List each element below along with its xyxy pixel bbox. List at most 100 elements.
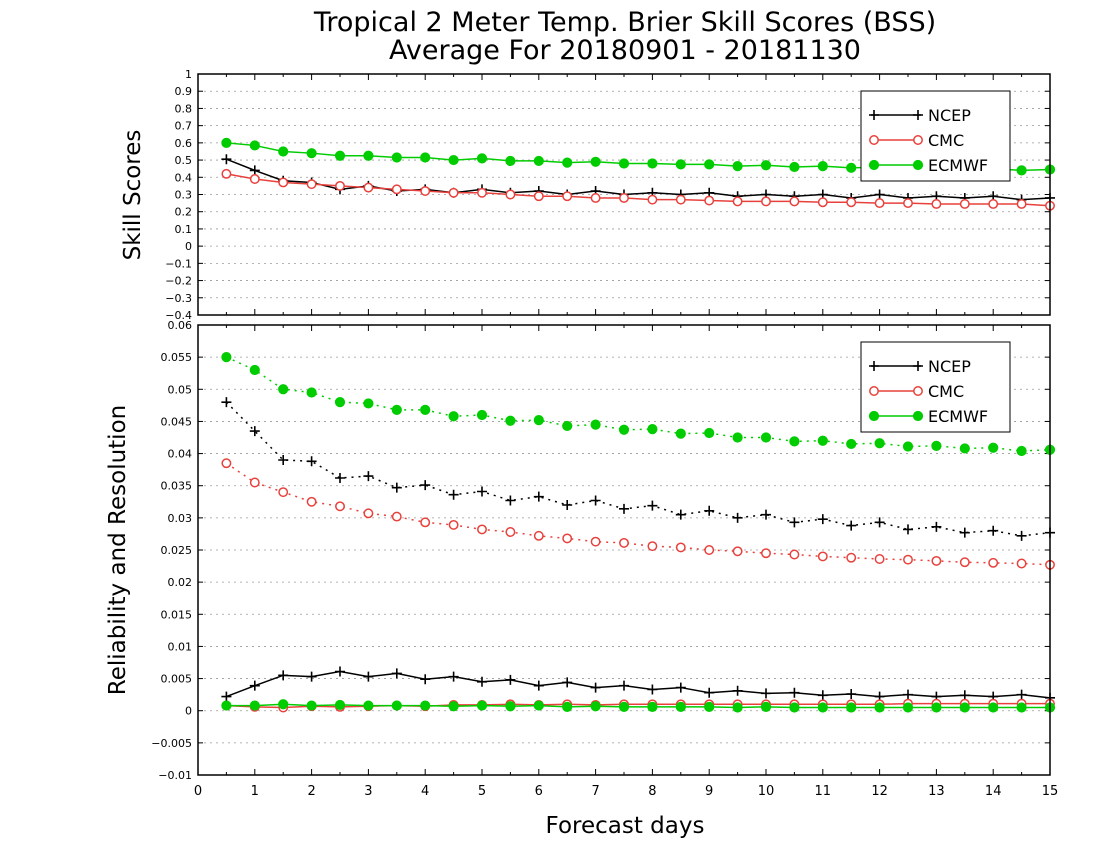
series-ncep-reliability	[221, 666, 1055, 703]
data-point	[732, 685, 743, 696]
legend-label: NCEP	[928, 357, 971, 376]
y-tick-label: 0.02	[168, 576, 193, 589]
data-point	[391, 511, 402, 522]
data-point	[420, 700, 431, 711]
y-tick-label: 0.01	[168, 640, 193, 653]
x-tick-label: 1	[251, 784, 259, 799]
data-point	[732, 702, 743, 713]
data-point	[420, 517, 431, 528]
x-tick-label: 15	[1042, 784, 1059, 799]
legend-marker	[868, 410, 880, 422]
y-tick-label: 0.06	[168, 319, 193, 332]
data-point	[675, 159, 686, 170]
data-point	[647, 701, 658, 712]
data-point	[874, 554, 885, 564]
data-point	[1016, 530, 1027, 541]
data-point	[363, 150, 374, 161]
data-point	[590, 682, 601, 693]
data-point	[391, 404, 402, 415]
data-point	[590, 192, 601, 203]
data-point	[874, 189, 885, 200]
data-point	[988, 557, 999, 568]
plot-frame	[197, 73, 1051, 316]
data-point	[1016, 702, 1027, 713]
data-point	[306, 671, 317, 682]
data-point	[391, 482, 402, 493]
data-point	[448, 519, 459, 530]
legend-marker	[913, 361, 923, 371]
data-point	[363, 398, 374, 409]
y-tick-label: 0.1	[175, 223, 193, 236]
y-tick-label: 0.3	[175, 189, 193, 202]
x-tick-label: 5	[478, 784, 486, 799]
y-tick-label: 0	[185, 240, 192, 253]
data-point	[903, 554, 913, 565]
panel2-ylabel: Reliability and Resolution	[105, 405, 131, 695]
data-point	[988, 442, 999, 453]
data-point	[874, 702, 885, 713]
data-point	[902, 441, 914, 452]
data-point	[760, 432, 772, 443]
data-point	[959, 443, 970, 454]
data-point	[931, 521, 942, 532]
data-point	[761, 196, 771, 207]
data-point	[448, 489, 459, 500]
data-point	[363, 471, 374, 482]
data-point	[760, 701, 772, 712]
data-point	[505, 701, 516, 712]
data-point	[789, 517, 800, 528]
data-point	[732, 512, 743, 523]
data-point	[619, 503, 629, 514]
data-point	[505, 495, 516, 506]
x-tick-label: 9	[705, 784, 713, 799]
y-tick-label: 0.9	[175, 85, 193, 98]
data-point	[249, 364, 260, 376]
data-point	[675, 509, 686, 520]
data-point	[249, 426, 260, 437]
data-point	[704, 505, 715, 516]
chart-title: Tropical 2 Meter Temp. Brier Skill Score…	[313, 7, 936, 38]
data-point	[420, 480, 431, 491]
data-point	[278, 670, 289, 681]
data-point	[249, 165, 260, 176]
legend-marker	[913, 110, 923, 120]
legend-marker	[913, 135, 923, 145]
data-point	[931, 440, 942, 451]
x-tick-label: 4	[421, 784, 429, 799]
data-point	[562, 420, 573, 432]
data-point	[249, 140, 260, 151]
data-point	[846, 552, 857, 563]
data-point	[1016, 558, 1027, 569]
y-tick-label: 0.6	[175, 137, 193, 150]
data-point	[817, 435, 828, 446]
data-point	[448, 671, 459, 682]
legend-marker	[913, 386, 923, 396]
series-ecmwf-reliability	[221, 699, 1056, 713]
data-point	[590, 419, 601, 430]
data-point	[931, 702, 942, 713]
y-tick-label: 0.2	[175, 206, 193, 219]
data-point	[477, 676, 487, 687]
data-point	[732, 432, 743, 443]
legend-marker	[869, 361, 879, 371]
data-point	[903, 689, 913, 700]
data-point	[334, 150, 346, 161]
data-point	[618, 424, 630, 435]
data-point	[221, 691, 232, 702]
y-tick-label: 0.05	[168, 383, 193, 396]
legend-label: ECMWF	[928, 156, 988, 175]
data-point	[647, 541, 658, 552]
data-point	[420, 186, 431, 197]
x-tick-label: 12	[871, 784, 888, 799]
data-point	[363, 700, 374, 711]
data-point	[704, 687, 715, 698]
data-point	[505, 415, 516, 426]
data-point	[590, 495, 601, 506]
data-point	[363, 182, 374, 193]
data-point	[448, 701, 459, 712]
data-point	[761, 688, 771, 699]
data-point	[817, 197, 828, 208]
y-tick-label: 0.015	[161, 608, 193, 621]
data-point	[278, 146, 289, 157]
data-point	[1016, 199, 1027, 209]
